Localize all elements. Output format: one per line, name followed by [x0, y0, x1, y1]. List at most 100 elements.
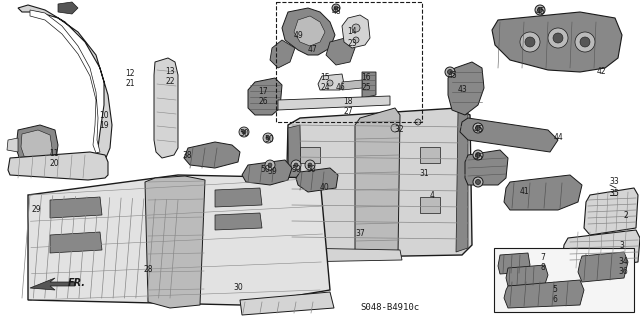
Polygon shape: [326, 38, 355, 65]
Polygon shape: [50, 197, 102, 218]
Polygon shape: [215, 213, 262, 230]
Polygon shape: [492, 12, 622, 72]
Text: 8: 8: [541, 263, 545, 271]
Text: 22: 22: [165, 78, 175, 86]
Polygon shape: [460, 118, 558, 152]
Text: 47: 47: [307, 46, 317, 55]
Text: S048-B4910c: S048-B4910c: [360, 303, 420, 313]
Text: 16: 16: [361, 72, 371, 81]
Polygon shape: [270, 40, 295, 68]
Polygon shape: [578, 252, 628, 282]
Polygon shape: [342, 15, 370, 48]
Polygon shape: [30, 10, 100, 153]
Polygon shape: [498, 253, 530, 274]
Text: 49: 49: [293, 31, 303, 40]
Text: 37: 37: [355, 229, 365, 239]
Circle shape: [580, 37, 590, 47]
Polygon shape: [278, 96, 390, 110]
Circle shape: [332, 4, 340, 12]
Text: FR.: FR.: [68, 278, 86, 288]
Polygon shape: [504, 280, 584, 308]
Text: 15: 15: [320, 73, 330, 83]
Circle shape: [476, 180, 481, 184]
Polygon shape: [145, 176, 205, 308]
Circle shape: [553, 33, 563, 43]
Polygon shape: [504, 175, 582, 210]
Circle shape: [352, 24, 360, 32]
Text: 35: 35: [609, 189, 619, 197]
Circle shape: [473, 177, 483, 187]
Polygon shape: [28, 175, 330, 305]
Polygon shape: [18, 5, 112, 162]
Polygon shape: [50, 232, 102, 253]
Text: 45: 45: [535, 8, 545, 17]
Polygon shape: [288, 125, 302, 248]
Text: 6: 6: [552, 294, 557, 303]
Text: 11: 11: [49, 149, 59, 158]
Polygon shape: [448, 62, 484, 115]
Text: 44: 44: [553, 133, 563, 143]
Bar: [300, 147, 320, 163]
Text: 40: 40: [319, 183, 329, 192]
Polygon shape: [584, 188, 638, 235]
Text: 2: 2: [623, 211, 628, 219]
Text: 39: 39: [267, 167, 277, 176]
Text: 38: 38: [182, 152, 192, 160]
Circle shape: [476, 152, 481, 158]
Circle shape: [445, 67, 455, 77]
Text: 42: 42: [596, 68, 606, 77]
Text: 7: 7: [541, 253, 545, 262]
Polygon shape: [58, 2, 78, 14]
Bar: [300, 197, 320, 213]
Text: 31: 31: [419, 168, 429, 177]
Polygon shape: [355, 108, 400, 258]
Text: 32: 32: [394, 125, 404, 135]
Circle shape: [535, 5, 545, 15]
Polygon shape: [8, 152, 108, 180]
Polygon shape: [465, 150, 508, 185]
Circle shape: [473, 123, 483, 133]
Circle shape: [308, 163, 312, 167]
Circle shape: [415, 119, 421, 125]
Circle shape: [476, 125, 481, 130]
Text: 17: 17: [258, 87, 268, 97]
Text: 50: 50: [306, 166, 316, 174]
Text: 34: 34: [618, 257, 628, 266]
Text: 18: 18: [343, 97, 353, 106]
Polygon shape: [562, 230, 640, 270]
Circle shape: [391, 124, 399, 132]
Circle shape: [353, 37, 359, 43]
Text: 13: 13: [165, 68, 175, 77]
Text: 10: 10: [99, 112, 109, 121]
Circle shape: [265, 160, 275, 170]
Circle shape: [263, 133, 273, 143]
Polygon shape: [384, 112, 430, 140]
Text: 45: 45: [448, 70, 458, 79]
Circle shape: [291, 160, 301, 170]
Text: 48: 48: [331, 8, 341, 17]
Circle shape: [473, 150, 483, 160]
Polygon shape: [295, 248, 402, 262]
Text: 3: 3: [620, 241, 625, 249]
Circle shape: [525, 37, 535, 47]
Circle shape: [239, 127, 249, 137]
Text: 36: 36: [618, 268, 628, 277]
Circle shape: [334, 6, 338, 10]
Circle shape: [548, 28, 568, 48]
Bar: [494, 248, 634, 312]
Text: 19: 19: [99, 122, 109, 130]
Text: 23: 23: [347, 40, 357, 48]
Circle shape: [294, 163, 298, 167]
Text: 5: 5: [552, 285, 557, 293]
Text: 50: 50: [239, 130, 249, 138]
Circle shape: [520, 32, 540, 52]
Text: 45: 45: [474, 125, 484, 135]
Circle shape: [266, 136, 270, 140]
Polygon shape: [294, 16, 325, 46]
Text: 29: 29: [31, 205, 41, 214]
Polygon shape: [318, 74, 344, 90]
Text: 41: 41: [519, 187, 529, 196]
Polygon shape: [215, 188, 262, 207]
Text: 30: 30: [233, 284, 243, 293]
Text: 20: 20: [49, 159, 59, 167]
